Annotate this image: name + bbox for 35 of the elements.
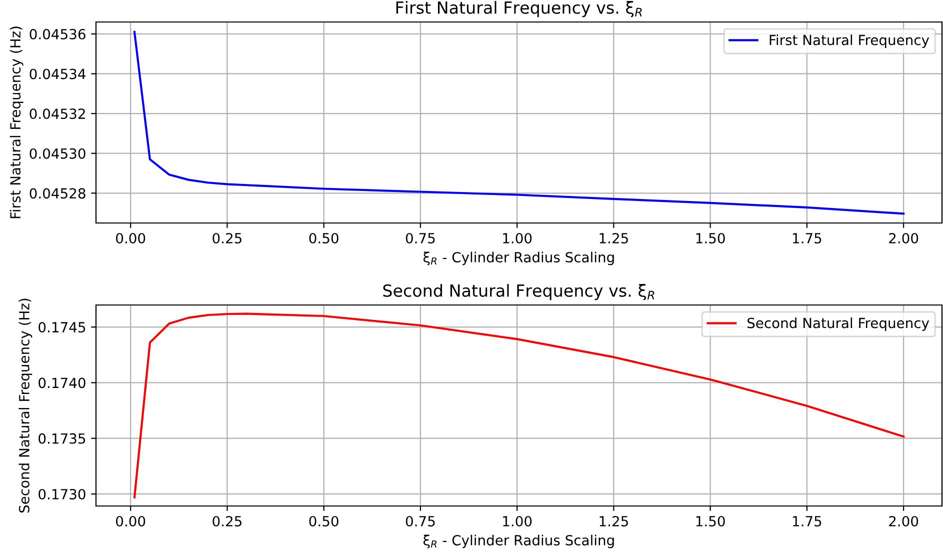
y-tick-label: 0.1745	[38, 322, 86, 333]
y-tick-label: 0.04528	[30, 188, 86, 199]
x-axis-title: ξ$_{R}$ - Cylinder Radius Scaling	[423, 252, 614, 266]
x-tick-label: 0.50	[309, 516, 338, 526]
y-tick-label: 0.1730	[38, 488, 86, 500]
x-tick-label: 0.00	[116, 232, 146, 244]
legend-label: First Natural Frequency	[770, 34, 930, 48]
y-tick-label: 0.04532	[30, 108, 85, 120]
chart-title: First Natural Frequency vs. ξ$_{R}$	[396, 1, 642, 18]
y-tick-label: 0.04534	[30, 68, 86, 80]
y-tick-label: 0.1735	[38, 433, 86, 444]
y-axis-title: Second Natural Frequency (Hz)	[18, 298, 32, 513]
legend-label: Second Natural Frequency	[747, 318, 930, 331]
x-tick-label: 1.25	[600, 516, 628, 526]
x-tick-label: 0.50	[309, 232, 338, 244]
x-axis-title: ξ$_{R}$ - Cylinder Radius Scaling	[423, 534, 614, 548]
x-tick-label: 0.00	[116, 516, 146, 526]
x-tick-label: 1.50	[696, 516, 725, 526]
y-tick-label: 0.04536	[30, 28, 86, 40]
x-tick-label: 0.75	[406, 516, 435, 526]
x-tick-label: 1.50	[696, 232, 725, 244]
x-tick-label: 1.75	[792, 233, 822, 244]
x-tick-label: 0.75	[406, 232, 435, 244]
x-tick-label: 1.25	[600, 232, 628, 244]
chart-title: Second Natural Frequency vs. ξ$_{R}$	[383, 284, 654, 300]
x-tick-label: 0.25	[212, 232, 242, 244]
x-tick-label: 1.00	[503, 232, 532, 244]
x-tick-label: 1.00	[503, 516, 532, 526]
y-tick-label: 0.04530	[30, 148, 86, 159]
x-tick-label: 2.00	[889, 232, 918, 244]
y-tick-label: 0.1740	[38, 378, 86, 388]
x-tick-label: 2.00	[889, 516, 918, 526]
x-tick-label: 1.75	[792, 516, 822, 526]
x-tick-label: 0.25	[212, 516, 242, 526]
y-axis-title: First Natural Frequency (Hz)	[10, 26, 24, 218]
